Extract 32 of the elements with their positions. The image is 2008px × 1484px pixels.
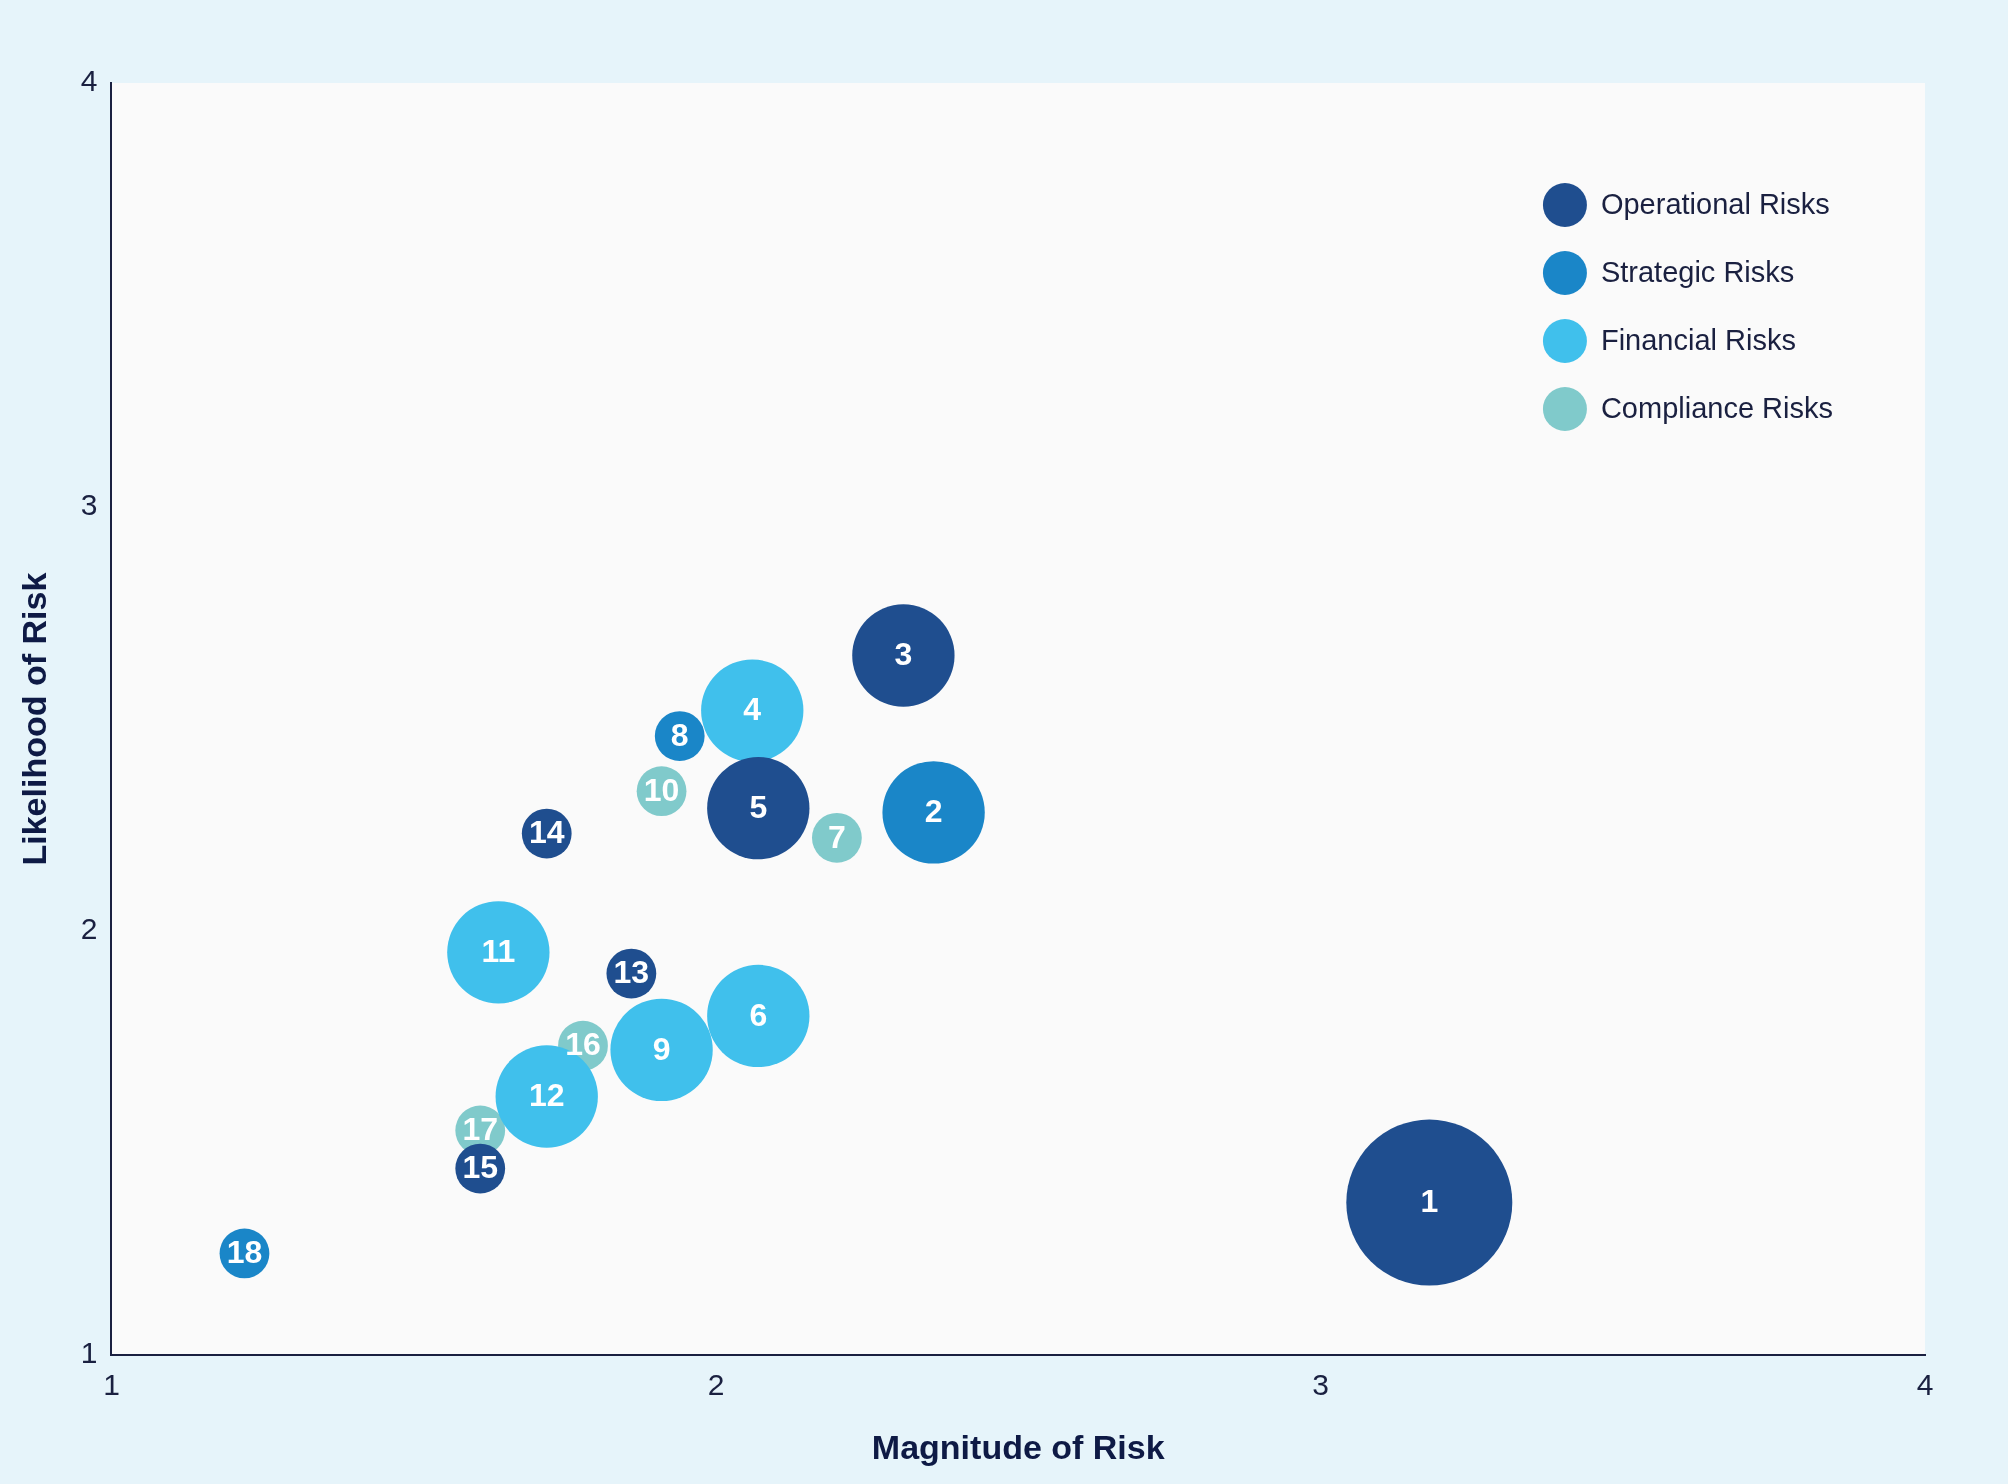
annotation: 15 [462, 1149, 499, 1186]
y-tick-label: 4 [80, 64, 98, 98]
x-tick-label: 2 [707, 1368, 725, 1402]
y-tick-label: 2 [80, 912, 98, 946]
annotation: 7 [827, 818, 846, 855]
legend-label: Financial Risks [1600, 324, 1796, 356]
x-tick-label: 4 [1916, 1368, 1934, 1402]
annotation: 2 [924, 793, 943, 830]
legend-label: Operational Risks [1600, 188, 1830, 220]
annotation: 10 [643, 772, 680, 809]
annotation: 12 [528, 1077, 565, 1114]
y-tick-label: 1 [80, 1336, 98, 1370]
annotation: 11 [481, 933, 516, 970]
annotation: 16 [565, 1026, 601, 1063]
x-tick-label: 1 [103, 1368, 120, 1402]
y-tick-label: 3 [80, 488, 98, 522]
annotation: 8 [670, 716, 689, 753]
x-tick-label: 3 [1312, 1368, 1329, 1402]
annotation: 1 [1420, 1183, 1439, 1220]
annotation: 4 [743, 691, 762, 728]
annotation: 5 [749, 788, 768, 825]
annotation: 13 [613, 954, 650, 991]
x-axis-title: Magnitude of Risk [871, 1427, 1165, 1466]
annotation: 6 [749, 996, 768, 1033]
annotation: 9 [652, 1030, 671, 1067]
annotation: 3 [894, 636, 913, 673]
legend-label: Compliance Risks [1600, 392, 1834, 424]
annotation: 18 [226, 1234, 263, 1271]
legend-label: Strategic Risks [1600, 256, 1795, 288]
y-axis-title: Likelihood of Risk [14, 572, 53, 866]
annotation: 17 [462, 1111, 499, 1148]
annotation: 14 [528, 814, 565, 851]
